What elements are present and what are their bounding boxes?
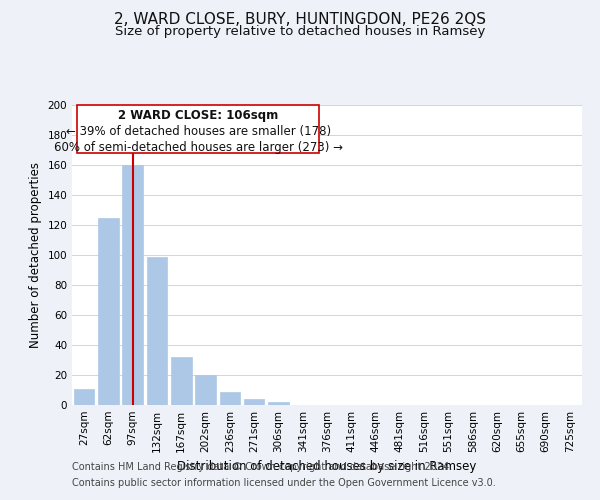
Bar	[195, 375, 216, 405]
Text: 60% of semi-detached houses are larger (273) →: 60% of semi-detached houses are larger (…	[54, 141, 343, 154]
Y-axis label: Number of detached properties: Number of detached properties	[29, 162, 42, 348]
Text: 2, WARD CLOSE, BURY, HUNTINGDON, PE26 2QS: 2, WARD CLOSE, BURY, HUNTINGDON, PE26 2Q…	[114, 12, 486, 28]
Text: Contains public sector information licensed under the Open Government Licence v3: Contains public sector information licen…	[72, 478, 496, 488]
Text: Contains HM Land Registry data © Crown copyright and database right 2024.: Contains HM Land Registry data © Crown c…	[72, 462, 452, 472]
Text: Size of property relative to detached houses in Ramsey: Size of property relative to detached ho…	[115, 25, 485, 38]
Bar	[122, 165, 143, 405]
Bar	[220, 392, 240, 405]
Bar	[146, 256, 167, 405]
Text: 2 WARD CLOSE: 106sqm: 2 WARD CLOSE: 106sqm	[118, 110, 278, 122]
Bar	[98, 218, 119, 405]
X-axis label: Distribution of detached houses by size in Ramsey: Distribution of detached houses by size …	[178, 460, 476, 473]
Bar	[268, 402, 289, 405]
Bar	[74, 388, 94, 405]
Text: ← 39% of detached houses are smaller (178): ← 39% of detached houses are smaller (17…	[65, 125, 331, 138]
Bar	[171, 357, 191, 405]
Bar	[244, 399, 265, 405]
